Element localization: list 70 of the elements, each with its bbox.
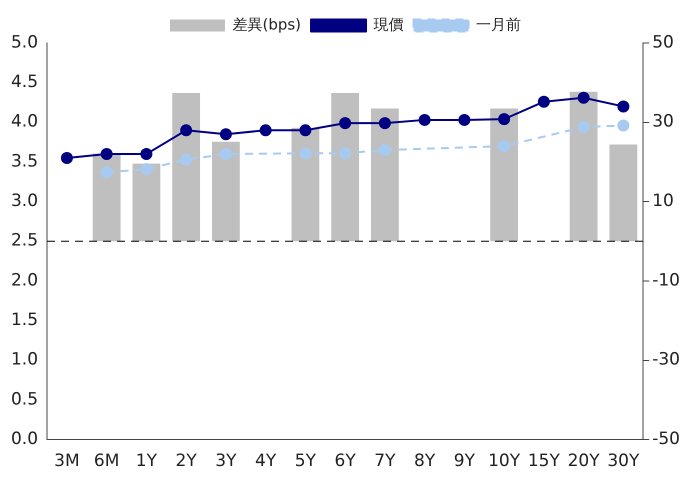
y2-tick-label: -50 — [652, 429, 680, 450]
y-tick-label: 4.5 — [10, 72, 38, 92]
bar — [570, 92, 598, 242]
point — [418, 114, 431, 126]
y-tick-label: 1.5 — [10, 310, 38, 330]
x-tick-label: 1Y — [136, 451, 158, 472]
point — [617, 100, 630, 112]
point — [378, 144, 391, 156]
bar — [132, 164, 160, 242]
y2-tick-label: -30 — [652, 350, 680, 370]
x-tick-label: 4Y — [255, 451, 277, 472]
bar — [331, 92, 360, 242]
x-tick-label: 20Y — [568, 451, 600, 472]
y2-tick-label: 10 — [652, 191, 674, 212]
point — [299, 124, 312, 136]
x-tick-label: 3Y — [215, 451, 238, 472]
point — [260, 124, 272, 136]
bar — [172, 92, 200, 242]
y-tick-label: 0.5 — [10, 389, 38, 410]
point — [100, 166, 113, 178]
point — [339, 147, 352, 160]
y2-tick-label: 30 — [652, 112, 674, 132]
x-tick-label: 10Y — [488, 451, 521, 472]
x-tick-label: 6M — [94, 451, 120, 472]
y-tick-label: 4.0 — [10, 112, 38, 132]
bar — [291, 128, 320, 242]
point — [578, 92, 590, 104]
point — [578, 121, 590, 134]
point — [498, 140, 510, 152]
point — [220, 148, 232, 160]
y-tick-label: 3.5 — [10, 151, 38, 172]
y-tick-label: 1.0 — [10, 350, 38, 370]
point — [498, 113, 510, 126]
x-tick-label: 7Y — [374, 451, 396, 472]
point — [100, 148, 113, 160]
bar — [212, 142, 240, 242]
x-tick-label: 5Y — [294, 451, 317, 472]
bar — [490, 108, 518, 242]
y-tick-label: 2.0 — [10, 270, 38, 290]
point — [538, 96, 550, 108]
point — [339, 117, 352, 130]
y-tick-label: 5.0 — [10, 32, 38, 52]
point — [60, 152, 73, 164]
point — [378, 117, 391, 130]
y-tick-label: 3.0 — [10, 191, 38, 212]
point — [458, 114, 470, 126]
point — [617, 119, 630, 132]
point — [140, 148, 152, 160]
point — [140, 163, 152, 176]
point — [220, 128, 232, 140]
x-tick-label: 6Y — [334, 451, 356, 472]
legend-label: 一月前 — [476, 15, 522, 34]
point — [180, 154, 192, 166]
x-tick-label: 2Y — [176, 451, 198, 472]
x-tick-label: 30Y — [607, 451, 640, 472]
x-tick-label: 15Y — [528, 451, 560, 472]
y2-tick-label: 50 — [652, 32, 674, 52]
x-tick-label: 8Y — [414, 451, 436, 472]
x-tick-label: 9Y — [454, 451, 476, 472]
y-tick-label: 0.0 — [10, 429, 38, 450]
legend-label: 差異(bps) — [232, 15, 302, 34]
legend-label: 現價 — [374, 15, 404, 34]
bar — [609, 144, 638, 242]
y-tick-label: 2.5 — [10, 230, 38, 251]
point — [299, 147, 312, 160]
bar — [92, 154, 121, 242]
y2-tick-label: -10 — [652, 270, 680, 290]
bar — [370, 108, 399, 242]
point — [180, 124, 192, 136]
x-tick-label: 3M — [54, 451, 80, 472]
